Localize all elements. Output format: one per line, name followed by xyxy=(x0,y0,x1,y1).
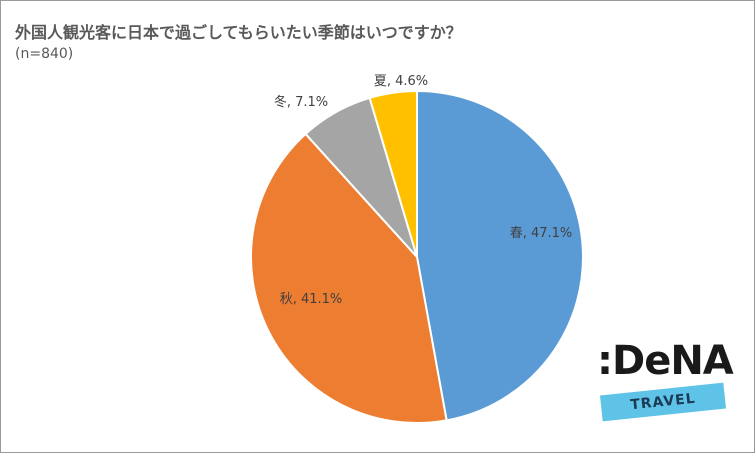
logo-wordmark: :DeNA xyxy=(597,338,734,384)
pie-slice-2 xyxy=(250,132,448,424)
chart-title: 外国人観光客に日本で過ごしてもらいたい季節はいつですか？ xyxy=(15,23,462,42)
logo-subtitle: TRAVEL xyxy=(629,390,697,414)
pie-slice-4 xyxy=(368,89,418,258)
slice-label-1: 春, 47.1% xyxy=(510,226,573,241)
slice-label-2: 秋, 41.1% xyxy=(280,292,343,307)
slice-label-4: 夏, 4.6% xyxy=(374,74,428,89)
chart-subtitle: (n=840) xyxy=(15,46,74,62)
slice-label-3: 冬, 7.1% xyxy=(274,94,328,110)
pie-slice-1 xyxy=(416,89,584,422)
dena-travel-logo: :DeNA TRAVEL xyxy=(597,338,734,429)
logo-band: TRAVEL xyxy=(599,382,727,422)
